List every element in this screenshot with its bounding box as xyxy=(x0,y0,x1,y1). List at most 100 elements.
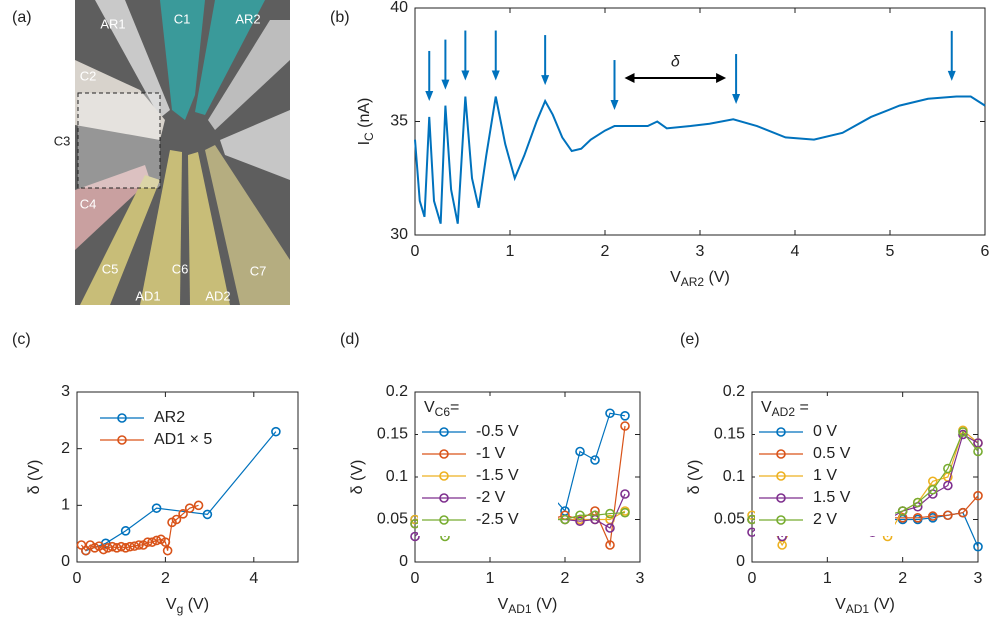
legend-title-part: V xyxy=(761,399,772,416)
zoom-box xyxy=(77,92,161,189)
peak-arrow-head xyxy=(461,70,470,81)
data-point xyxy=(605,523,615,533)
data-point xyxy=(943,510,953,521)
gate-label: AD1 xyxy=(135,288,160,303)
data-point xyxy=(410,531,420,542)
legend-title-part: AD2 xyxy=(772,405,796,419)
data-point xyxy=(973,446,983,457)
legend-title-part: = xyxy=(450,399,459,416)
x-axis-label: VAD1 (V) xyxy=(498,596,558,616)
legend-marker xyxy=(776,471,786,481)
data-point xyxy=(605,540,615,550)
panel-label: (d) xyxy=(340,331,360,348)
x-axis-label-part: (V) xyxy=(532,596,558,613)
x-tick-label: 3 xyxy=(636,570,645,587)
x-axis-label-part: AR2 xyxy=(681,275,705,289)
data-point xyxy=(151,503,162,513)
gate xyxy=(140,150,182,305)
data-point xyxy=(107,541,118,552)
data-point xyxy=(129,541,140,551)
x-tick-label: 1 xyxy=(506,243,515,260)
x-axis-label: Vg (V) xyxy=(166,596,209,616)
gate xyxy=(195,0,265,115)
legend-marker xyxy=(439,515,449,525)
y-axis-label: δ (V) xyxy=(26,460,43,495)
y-tick-label: 0.1 xyxy=(723,468,745,485)
x-axis-label-part: (V) xyxy=(869,596,895,613)
gate-label: AR2 xyxy=(235,11,260,26)
legend-marker xyxy=(776,449,786,459)
data-point xyxy=(943,463,953,474)
plot-frame xyxy=(76,391,299,563)
legend-marker xyxy=(439,427,449,437)
x-tick-label: 2 xyxy=(898,570,907,587)
gate xyxy=(80,175,160,305)
y-axis-label-part: δ (V) xyxy=(26,460,43,495)
gate-label: C1 xyxy=(174,11,191,26)
legend-marker xyxy=(776,427,786,437)
peak-arrow-head xyxy=(732,94,741,105)
data-point xyxy=(897,506,908,516)
y-tick-label: 35 xyxy=(390,113,408,130)
data-point xyxy=(151,535,162,546)
legend-label: -1.5 V xyxy=(476,467,519,484)
legend-label: -2.5 V xyxy=(476,511,519,528)
panel-label: (b) xyxy=(330,9,350,26)
x-axis-label: VAD1 (V) xyxy=(835,596,895,616)
delta-arrow-head xyxy=(624,73,635,84)
data-point xyxy=(271,426,281,437)
x-axis-label-part: V xyxy=(670,269,681,286)
gate-label: AR1 xyxy=(100,16,125,31)
panel-label: (c) xyxy=(12,331,31,348)
x-tick-label: 6 xyxy=(981,243,990,260)
gate-label: C5 xyxy=(102,261,119,276)
peak-arrow-head xyxy=(541,75,550,86)
x-tick-label: 3 xyxy=(974,570,983,587)
legend-marker xyxy=(439,449,449,459)
x-tick-label: 2 xyxy=(561,570,570,587)
data-point xyxy=(147,537,157,547)
legend-title-part: V xyxy=(424,399,435,416)
legend-label: 0 V xyxy=(813,423,837,440)
y-axis-label-part: (nA) xyxy=(356,98,373,133)
data-point xyxy=(620,421,630,431)
data-point xyxy=(958,427,968,437)
gate xyxy=(75,165,150,250)
y-tick-label: 30 xyxy=(390,226,408,243)
annotation: δ xyxy=(671,53,681,70)
data-point xyxy=(605,408,615,419)
x-axis-label-part: (V) xyxy=(183,596,209,613)
gate-label: C4 xyxy=(80,196,97,211)
legend-marker xyxy=(117,413,127,423)
x-tick-label: 1 xyxy=(486,570,495,587)
y-tick-label: 2 xyxy=(61,440,70,457)
data-point xyxy=(125,541,135,552)
data-point xyxy=(560,514,570,525)
legend-label: 2 V xyxy=(813,511,837,528)
data-point xyxy=(575,446,585,457)
x-axis-label-part: AD1 xyxy=(846,602,870,616)
legend-marker xyxy=(117,435,127,445)
y-axis-label: δ (V) xyxy=(686,460,703,495)
x-axis-label-part: g xyxy=(177,602,184,616)
x-axis-label-part: V xyxy=(498,596,509,613)
gate xyxy=(208,20,290,130)
micrograph: AR1 C1 AR2 C2 C3 C4 C5 C6 C7 AD1 AD2 xyxy=(54,0,290,305)
data-point xyxy=(575,510,585,521)
peak-arrow-head xyxy=(491,70,500,81)
y-tick-label: 0 xyxy=(61,553,70,570)
x-tick-label: 1 xyxy=(823,570,832,587)
peak-arrow-head xyxy=(441,79,450,90)
x-tick-label: 0 xyxy=(411,243,420,260)
data-point xyxy=(103,543,113,553)
legend-marker xyxy=(776,515,786,525)
y-tick-label: 0.15 xyxy=(714,426,745,443)
data-point xyxy=(89,543,100,553)
data-point xyxy=(973,541,983,552)
data-line xyxy=(85,431,277,552)
data-point xyxy=(590,510,600,521)
x-tick-label: 0 xyxy=(73,570,82,587)
gate xyxy=(95,0,170,118)
y-tick-label: 0.1 xyxy=(386,468,408,485)
